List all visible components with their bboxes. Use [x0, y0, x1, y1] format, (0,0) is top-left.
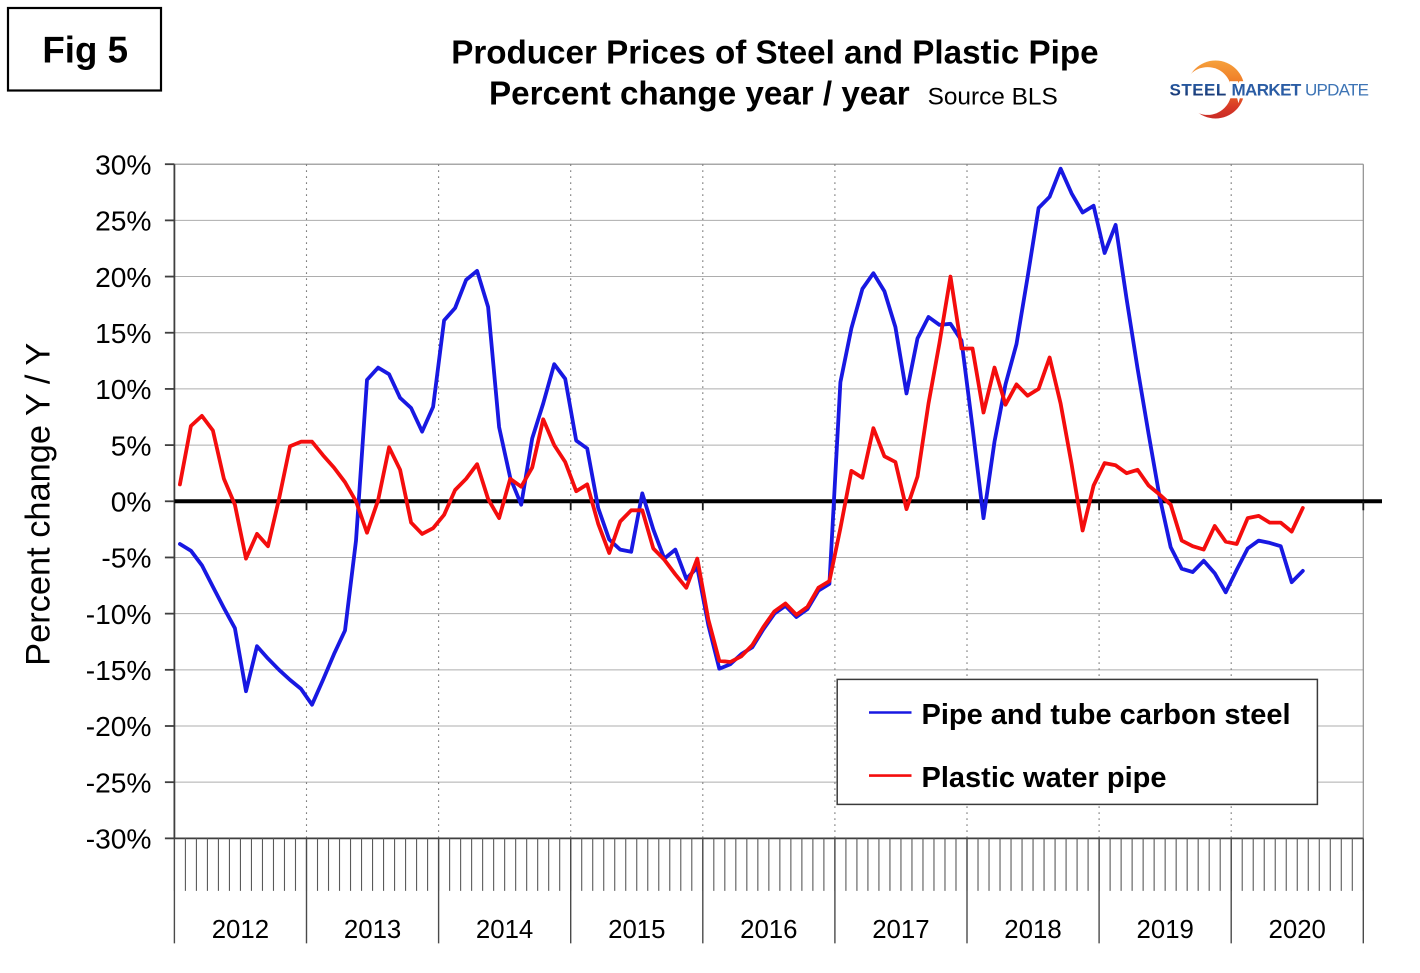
svg-text:2017: 2017 — [872, 916, 929, 944]
svg-text:Source BLS: Source BLS — [928, 84, 1058, 111]
svg-text:STEEL: STEEL — [1170, 80, 1227, 99]
svg-text:2014: 2014 — [476, 916, 533, 944]
svg-text:Percent change Y / Y: Percent change Y / Y — [19, 343, 57, 666]
svg-text:Plastic water pipe: Plastic water pipe — [922, 762, 1167, 794]
svg-text:MARKET: MARKET — [1232, 80, 1302, 99]
svg-text:2012: 2012 — [212, 916, 269, 944]
svg-text:2016: 2016 — [740, 916, 797, 944]
svg-text:2019: 2019 — [1137, 916, 1194, 944]
svg-text:Pipe and tube carbon steel: Pipe and tube carbon steel — [922, 699, 1291, 731]
svg-text:10%: 10% — [95, 373, 151, 405]
svg-text:2020: 2020 — [1269, 916, 1326, 944]
svg-text:2018: 2018 — [1004, 916, 1061, 944]
svg-text:2013: 2013 — [344, 916, 401, 944]
svg-text:5%: 5% — [111, 429, 152, 461]
svg-text:-25%: -25% — [86, 766, 152, 798]
svg-text:15%: 15% — [95, 317, 151, 349]
svg-text:Percent change year / year: Percent change year / year — [489, 76, 910, 113]
svg-text:-20%: -20% — [86, 710, 152, 742]
svg-text:30%: 30% — [95, 148, 151, 180]
svg-text:0%: 0% — [111, 486, 152, 518]
svg-text:-10%: -10% — [86, 598, 152, 630]
svg-text:2015: 2015 — [608, 916, 665, 944]
svg-text:20%: 20% — [95, 261, 151, 293]
svg-text:UPDATE: UPDATE — [1305, 80, 1369, 99]
svg-text:Fig 5: Fig 5 — [42, 30, 128, 71]
svg-text:Producer Prices of Steel and P: Producer Prices of Steel and Plastic Pip… — [451, 35, 1098, 72]
svg-text:-5%: -5% — [101, 542, 151, 574]
svg-text:25%: 25% — [95, 205, 151, 237]
svg-text:-15%: -15% — [86, 654, 152, 686]
svg-text:-30%: -30% — [86, 823, 152, 855]
